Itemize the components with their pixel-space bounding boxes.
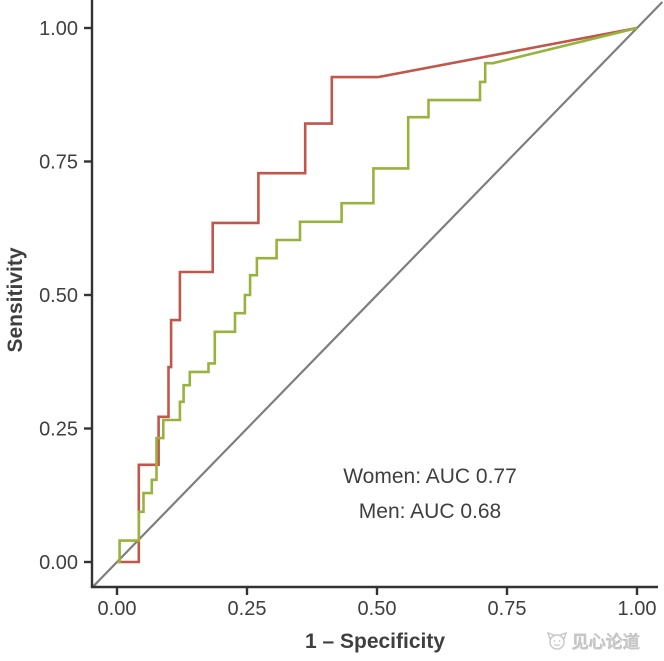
watermark-text: 见心论道 xyxy=(572,633,640,652)
x-axis-ticks: 0.00 0.25 0.50 0.75 1.00 xyxy=(98,587,657,620)
x-tick-label: 0.25 xyxy=(228,598,267,620)
roc-curve-women xyxy=(117,26,638,564)
jianxin-cat-logo-icon xyxy=(547,631,567,650)
y-tick-label: 0.25 xyxy=(39,419,78,441)
legend-men-auc: Men: AUC 0.68 xyxy=(359,500,501,523)
y-tick-label: 1.00 xyxy=(39,18,78,40)
y-tick-label: 0.00 xyxy=(39,552,78,574)
legend-women-auc: Women: AUC 0.77 xyxy=(343,465,517,488)
chance-diagonal-line xyxy=(91,1,664,589)
x-tick-label: 0.75 xyxy=(488,598,527,620)
y-axis-title: Sensitivity xyxy=(4,247,27,352)
x-tick-label: 0.00 xyxy=(98,598,137,620)
roc-curves xyxy=(117,26,638,564)
y-tick-label: 0.50 xyxy=(39,285,78,307)
axes: 0.00 0.25 0.50 0.75 1.00 0.00 0.25 0.50 0.75 1.0… xyxy=(39,0,658,620)
x-axis-title: 1 – Specificity xyxy=(305,630,445,653)
x-tick-label: 0.50 xyxy=(358,598,397,620)
auc-legend: Women: AUC 0.77 Men: AUC 0.68 xyxy=(343,465,517,523)
y-tick-label: 0.75 xyxy=(39,152,78,174)
diagonal-line xyxy=(91,1,664,589)
watermark: 见心论道 xyxy=(547,628,640,653)
y-axis-ticks: 0.00 0.25 0.50 0.75 1.00 xyxy=(39,18,92,574)
x-tick-label: 1.00 xyxy=(618,598,657,620)
roc-curve-men xyxy=(117,26,638,564)
